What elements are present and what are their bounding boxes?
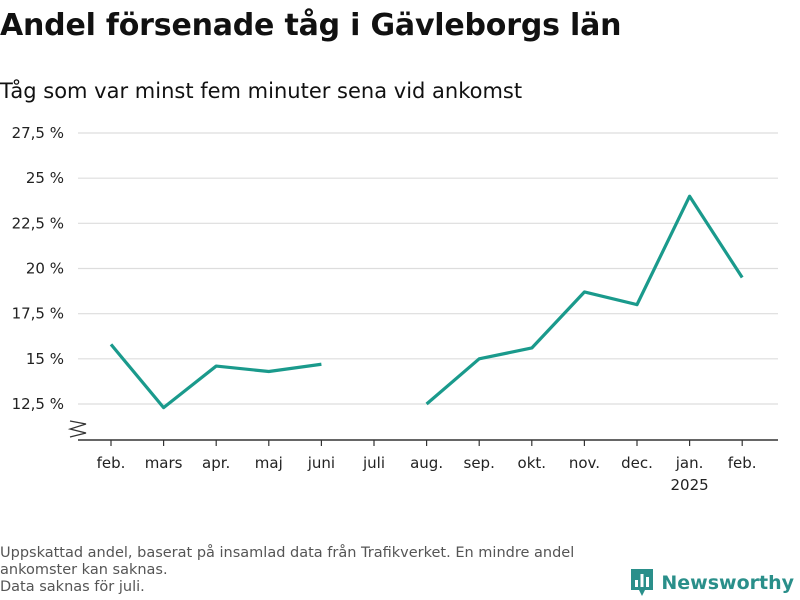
brand-logo: Newsworthy (629, 568, 794, 598)
x-tick-label: feb. (97, 454, 126, 472)
x-tick-label: nov. (569, 454, 600, 472)
x-tick-label: apr. (202, 454, 230, 472)
x-tick-label: mars (145, 454, 183, 472)
x-year-label: 2025 (671, 476, 709, 494)
y-tick-label: 15 % (26, 350, 64, 368)
x-tick-label: maj (255, 454, 283, 472)
x-tick-label: dec. (621, 454, 653, 472)
brand-name: Newsworthy (661, 572, 794, 594)
footnote-line: Uppskattad andel, baserat på insamlad da… (0, 545, 575, 561)
chart-subtitle: Tåg som var minst fem minuter sena vid a… (0, 79, 523, 103)
y-tick-label: 22,5 % (12, 214, 64, 232)
footnote: Uppskattad andel, baserat på insamlad da… (0, 545, 640, 596)
x-tick-label: juli (362, 454, 385, 472)
x-tick-label: aug. (410, 454, 443, 472)
y-tick-label: 17,5 % (12, 305, 64, 323)
y-tick-label: 27,5 % (12, 124, 64, 142)
x-tick-label: okt. (518, 454, 547, 472)
bar-chart-icon (631, 569, 654, 596)
x-axis-tick-labels: feb. mars apr. maj juni juli aug. sep. okt. nov. d… (97, 454, 757, 494)
series-line-segment (425, 194, 744, 406)
y-tick-label: 25 % (26, 169, 64, 187)
axis-break-icon (67, 420, 87, 438)
x-tick-label: juni (307, 454, 335, 472)
line-chart: 12,5 % 15 % 17,5 % 20 % 22,5 % 25 % 27,5 % feb… (12, 124, 778, 494)
footnote-line: ankomster kan saknas. (0, 562, 168, 578)
x-tick-label: sep. (464, 454, 495, 472)
x-axis (67, 420, 778, 446)
footnote-line: Data saknas för juli. (0, 579, 145, 595)
chart-title: Andel försenade tåg i Gävleborgs län (0, 8, 622, 43)
y-tick-label: 20 % (26, 260, 64, 278)
y-tick-label: 12,5 % (12, 395, 64, 413)
x-tick-label: feb. (728, 454, 757, 472)
x-tick-label: jan. (675, 454, 704, 472)
series-lines (109, 194, 744, 410)
gridlines (78, 132, 778, 405)
y-axis-tick-labels: 12,5 % 15 % 17,5 % 20 % 22,5 % 25 % 27,5 % (12, 124, 64, 413)
series-line-segment (109, 343, 322, 410)
